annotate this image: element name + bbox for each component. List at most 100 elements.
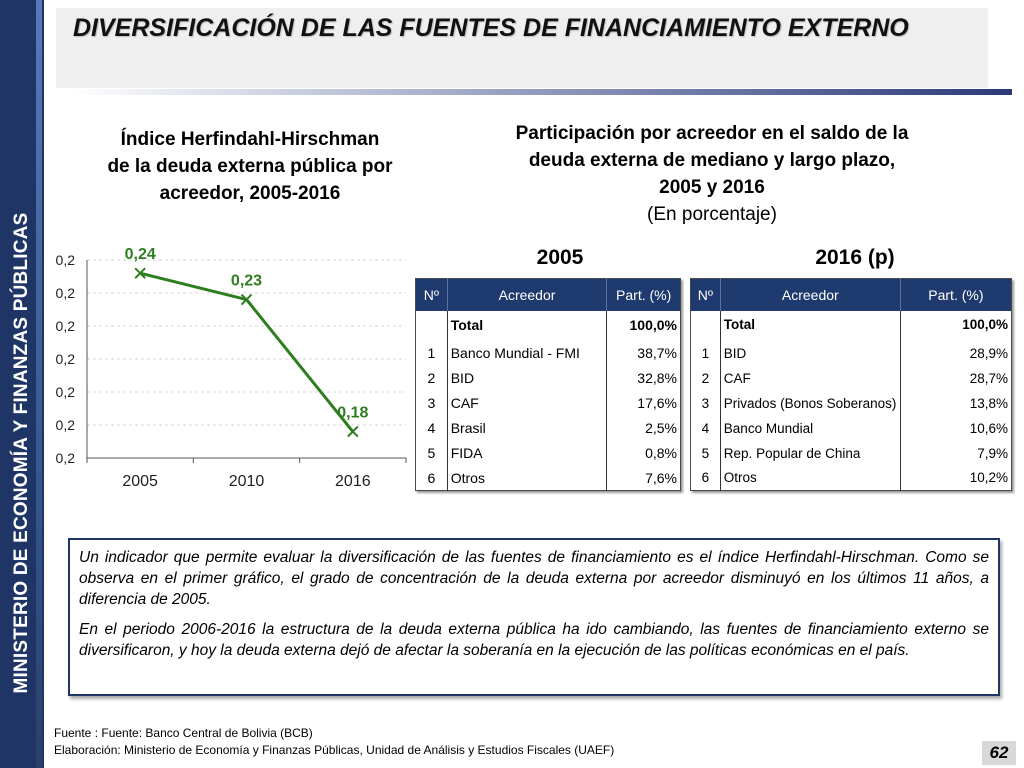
row-creditor: Banco Mundial - FMI [447, 340, 608, 366]
explanation-paragraph-2: En el periodo 2006-2016 la estructura de… [79, 621, 989, 659]
table-header-row: Nº Acreedor Part. (%) [690, 278, 1012, 311]
table-row: 1 BID 28,9% [690, 340, 1012, 366]
explanation-textbox: Un indicador que permite evaluar la dive… [68, 538, 1000, 696]
header-number: Nº [415, 278, 448, 311]
row-share: 7,9% [977, 445, 1008, 461]
table-row: 5 FIDA 0,8% [415, 440, 681, 466]
y-tick-label: 0,2 [56, 318, 76, 334]
data-point-marker [347, 425, 359, 438]
side-band: MINISTERIO DE ECONOMÍA Y FINANZAS PÚBLIC… [0, 0, 44, 768]
creditor-table-2016: Nº Acreedor Part. (%) Total 100,0% 1 BID 2… [690, 278, 1012, 491]
footer-notes: Fuente : Fuente: Banco Central de Bolivi… [54, 725, 614, 759]
row-share: 2,5% [645, 420, 677, 436]
participation-subtitle: (En porcentaje) [647, 204, 777, 225]
hhi-title-line-3: acreedor, 2005-2016 [159, 183, 341, 204]
data-point-marker [240, 293, 253, 306]
row-share: 17,6% [637, 395, 677, 411]
row-creditor: BID [447, 365, 608, 391]
table-total-row: Total 100,0% [415, 310, 681, 341]
row-number: 4 [690, 415, 721, 441]
y-tick-label: 0,2 [56, 285, 76, 301]
table-row: 2 CAF 28,7% [690, 365, 1012, 391]
row-number: 6 [415, 465, 448, 491]
table-row: 3 Privados (Bonos Soberanos) 13,8% [690, 390, 1012, 416]
row-creditor: Brasil [447, 415, 608, 441]
data-label: 0,23 [231, 273, 262, 290]
row-creditor: Privados (Bonos Soberanos) [720, 390, 901, 416]
y-tick-label: 0,2 [56, 351, 76, 367]
row-share: 32,8% [637, 370, 677, 386]
row-creditor: Otros [447, 465, 608, 491]
row-creditor: CAF [447, 390, 608, 416]
row-creditor: FIDA [447, 440, 608, 466]
data-label: 0,24 [125, 246, 156, 263]
table-row: 2 BID 32,8% [415, 365, 681, 391]
hhi-line-chart: 0,2 0,2 0,2 0,2 0,2 0,2 0,2 2005 2010 2016 0,24 0,2… [56, 246, 407, 490]
header-divider [72, 89, 1012, 95]
header-share: Part. (%) [900, 278, 1012, 311]
row-share: 10,6% [969, 420, 1008, 436]
x-tick-label: 2005 [122, 473, 158, 490]
row-creditor: CAF [720, 365, 901, 391]
side-ministry-label: MINISTERIO DE ECONOMÍA Y FINANZAS PÚBLIC… [11, 212, 32, 694]
page-title: DIVERSIFICACIÓN DE LAS FUENTES DE FINANC… [73, 14, 909, 42]
series-line [139, 271, 355, 433]
participation-title-line-3: 2005 y 2016 [659, 177, 765, 198]
row-share: 13,8% [969, 395, 1008, 411]
table-row: 6 Otros 7,6% [415, 465, 681, 491]
row-share: 38,7% [637, 345, 677, 361]
row-number: 2 [415, 365, 448, 391]
y-tick-label: 0,2 [56, 450, 76, 466]
row-number: 5 [415, 440, 448, 466]
row-share: 0,8% [645, 445, 677, 461]
row-number: 3 [415, 390, 448, 416]
x-tick-label: 2010 [229, 473, 265, 490]
table-row: 4 Banco Mundial 10,6% [690, 415, 1012, 441]
total-value: 100,0% [962, 316, 1008, 332]
page-number: 62 [982, 741, 1016, 765]
row-creditor: Otros [720, 465, 901, 491]
header-background [56, 8, 988, 88]
row-creditor: Banco Mundial [720, 415, 901, 441]
data-point-marker [134, 267, 146, 279]
creditor-table-2005: Nº Acreedor Part. (%) Total 100,0% 1 Banc… [415, 278, 681, 491]
y-tick-label: 0,2 [56, 417, 76, 433]
row-share: 7,6% [645, 469, 677, 486]
year-label-2016: 2016 (p) [815, 246, 895, 269]
y-tick-label: 0,2 [56, 384, 76, 400]
participation-title-line-2: deuda externa de mediano y largo plazo, [528, 150, 896, 171]
footer-source: Fuente : Fuente: Banco Central de Bolivi… [54, 726, 313, 740]
header-creditor: Acreedor [720, 278, 901, 311]
header-creditor: Acreedor [447, 278, 608, 311]
row-number: 2 [690, 365, 721, 391]
year-label-2005: 2005 [536, 246, 584, 269]
total-value: 100,0% [629, 316, 677, 333]
data-label: 0,18 [337, 405, 368, 422]
row-number: 6 [690, 465, 721, 491]
explanation-paragraph-1: Un indicador que permite evaluar la dive… [79, 549, 989, 608]
participation-title: Participación por acreedor en el saldo d… [452, 120, 972, 228]
hhi-title-line-1: Índice Herfindahl-Hirschman [120, 129, 380, 150]
table-header-row: Nº Acreedor Part. (%) [415, 278, 681, 311]
table-row: 5 Rep. Popular de China 7,9% [690, 440, 1012, 466]
table-row: 6 Otros 10,2% [690, 465, 1012, 491]
row-share: 28,7% [969, 370, 1008, 386]
row-number: 1 [690, 340, 721, 366]
row-number: 3 [690, 390, 721, 416]
row-number: 5 [690, 440, 721, 466]
table-row: 1 Banco Mundial - FMI 38,7% [415, 340, 681, 366]
footer-elaboration: Elaboración: Ministerio de Economía y Fi… [54, 743, 615, 757]
y-tick-label: 0,2 [56, 252, 76, 268]
row-number: 4 [415, 415, 448, 441]
total-label: Total [447, 310, 608, 341]
table-row: 3 CAF 17,6% [415, 390, 681, 416]
table-row: 4 Brasil 2,5% [415, 415, 681, 441]
hhi-title-line-2: de la deuda externa pública por [107, 156, 393, 177]
header-share: Part. (%) [606, 278, 681, 311]
table-total-row: Total 100,0% [690, 310, 1012, 341]
row-share: 28,9% [969, 345, 1008, 361]
x-tick-label: 2016 [335, 473, 371, 490]
side-accent-stripe [36, 0, 42, 768]
header-number: Nº [690, 278, 721, 311]
participation-title-line-1: Participación por acreedor en el saldo d… [515, 123, 909, 144]
